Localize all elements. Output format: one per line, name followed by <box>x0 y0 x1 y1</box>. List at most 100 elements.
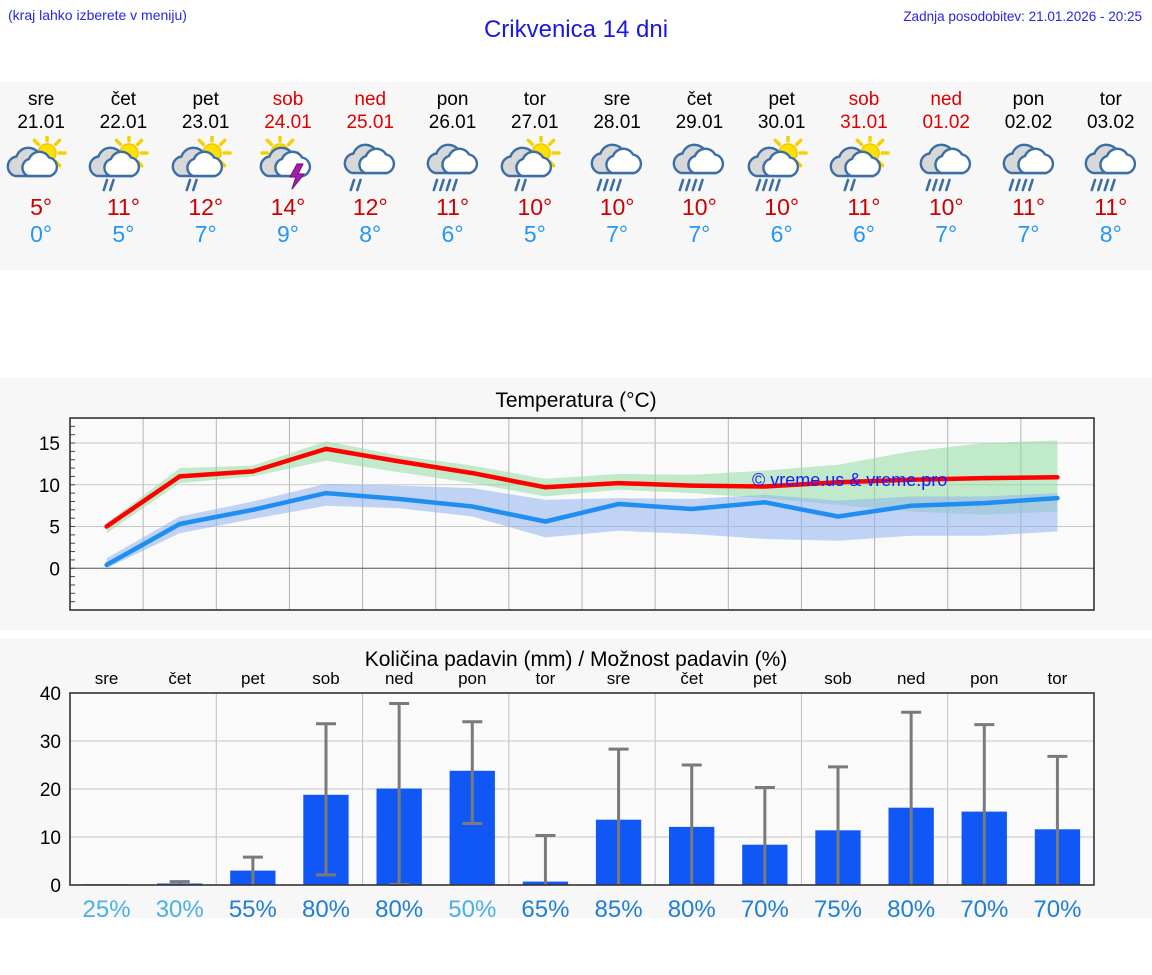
day-column-8[interactable]: čet 29.01 10° 7° <box>658 82 740 270</box>
precipitation-chart-panel: Količina padavin (mm) / Možnost padavin … <box>0 638 1152 918</box>
precipitation-probability-label: 75% <box>814 896 862 918</box>
day-name: pon <box>1012 89 1045 110</box>
day-column-4[interactable]: ned 25.01 12° 8° <box>329 82 411 270</box>
day-temp-min: 7° <box>935 221 958 247</box>
day-column-5[interactable]: pon 26.01 11° 6° <box>411 82 493 270</box>
day-date: 02.02 <box>1004 112 1053 133</box>
precipitation-chart-title: Količina padavin (mm) / Možnost padavin … <box>364 648 788 671</box>
sun-cloud-rain-icon <box>828 136 900 192</box>
day-name: sre <box>27 89 55 110</box>
last-updated-label: Zadnja posodobitev: 21.01.2026 - 20:25 <box>903 9 1142 24</box>
precipitation-probability-label: 50% <box>448 896 496 918</box>
day-column-1[interactable]: čet 22.01 11° 5° <box>82 82 164 270</box>
day-name: sob <box>848 89 880 110</box>
temp-y-tick: 10 <box>39 476 60 497</box>
day-temp-min: 7° <box>194 221 217 247</box>
day-column-9[interactable]: pet 30.01 10° 6° <box>741 82 823 270</box>
precipitation-probability-label: 30% <box>156 896 204 918</box>
precip-day-label: čet <box>680 669 703 688</box>
precipitation-probability-label: 70% <box>741 896 789 918</box>
precipitation-probability-label: 25% <box>83 896 131 918</box>
day-column-2[interactable]: pet 23.01 12° 7° <box>165 82 247 270</box>
day-temp-min: 5° <box>523 221 546 247</box>
precip-y-tick: 40 <box>40 684 61 705</box>
day-name: tor <box>1099 89 1122 110</box>
day-column-12[interactable]: pon 02.02 11° 7° <box>987 82 1069 270</box>
cloud-rain-heavy-icon <box>1075 136 1147 192</box>
day-temp-max: 12° <box>352 194 388 220</box>
day-date: 31.01 <box>840 112 888 133</box>
day-date: 29.01 <box>675 112 724 133</box>
precipitation-error-bar <box>535 834 556 885</box>
day-temp-min: 8° <box>1099 221 1122 247</box>
precipitation-plot: sre čet pet sob ned pon tor sre čet pet sob ned pon t… <box>40 669 1095 918</box>
day-name: pet <box>192 89 219 110</box>
precip-day-label: ned <box>897 669 925 688</box>
precip-day-label: tor <box>536 669 556 688</box>
precipitation-probability-label: 70% <box>1033 896 1081 918</box>
day-column-3[interactable]: sob 24.01 14° 9° <box>247 82 329 270</box>
sun-cloud-thunder-icon <box>252 136 324 192</box>
day-column-0[interactable]: sre 21.01 5° 0° <box>0 82 82 270</box>
cloud-rain-heavy-icon <box>663 136 735 192</box>
day-temp-max: 11° <box>436 194 470 220</box>
menu-hint: (kraj lahko izberete v meniju) <box>8 7 187 23</box>
day-temp-min: 7° <box>1017 221 1040 247</box>
precipitation-probability-label: 85% <box>595 896 643 918</box>
page-header: (kraj lahko izberete v meniju) Crikvenic… <box>0 0 1152 75</box>
temp-y-tick: 5 <box>49 518 60 539</box>
day-temp-min: 9° <box>276 221 299 247</box>
day-date: 23.01 <box>181 112 230 133</box>
precip-y-tick: 20 <box>40 780 61 801</box>
day-date: 21.01 <box>17 112 65 133</box>
cloud-rain-heavy-icon <box>993 136 1065 192</box>
day-temp-min: 0° <box>30 221 53 247</box>
temp-y-tick: 0 <box>49 559 60 580</box>
precipitation-error-bar <box>754 786 775 885</box>
precip-y-tick: 10 <box>40 828 61 849</box>
cloud-rain-heavy-icon <box>910 136 982 192</box>
day-name: sob <box>272 89 304 110</box>
day-name: čet <box>110 89 137 110</box>
precip-day-label: pet <box>753 669 777 688</box>
temp-y-tick: 15 <box>39 434 60 455</box>
page-title: Crikvenica 14 dni <box>483 16 669 43</box>
precipitation-error-bar <box>1047 754 1068 885</box>
precipitation-probability-label: 70% <box>960 896 1008 918</box>
day-date: 30.01 <box>757 112 806 133</box>
day-temp-max: 11° <box>1011 194 1046 220</box>
day-column-7[interactable]: sre 28.01 10° 7° <box>576 82 658 270</box>
precip-day-label: pon <box>970 669 998 688</box>
day-temp-max: 10° <box>599 194 635 220</box>
temperature-chart-panel: Temperatura (°C) 0 5 10 15 © vreme.us & vre… <box>0 378 1152 630</box>
day-column-13[interactable]: tor 03.02 11° 8° <box>1070 82 1152 270</box>
day-temp-min: 6° <box>441 221 464 247</box>
precip-day-label: sre <box>607 669 631 688</box>
precip-day-label: tor <box>1048 669 1068 688</box>
day-date: 26.01 <box>428 112 477 133</box>
temperature-plot: 0 5 10 15 <box>39 417 1095 611</box>
day-temp-max: 10° <box>928 194 964 220</box>
day-date: 27.01 <box>511 112 559 133</box>
day-column-6[interactable]: tor 27.01 10° 5° <box>494 82 576 270</box>
temperature-line <box>104 490 1060 568</box>
precip-day-label: pet <box>241 669 265 688</box>
precip-day-label: sob <box>824 669 851 688</box>
day-column-11[interactable]: ned 01.02 10° 7° <box>905 82 987 270</box>
day-temp-min: 6° <box>852 221 875 247</box>
day-temp-max: 10° <box>682 194 717 220</box>
day-column-10[interactable]: sob 31.01 11° 6° <box>823 82 905 270</box>
precipitation-error-bar <box>462 720 483 826</box>
precipitation-probability-label: 80% <box>668 896 716 918</box>
day-temp-max: 14° <box>270 194 306 220</box>
day-name: tor <box>523 89 546 110</box>
precip-day-label: pon <box>458 669 486 688</box>
sun-cloud-rain-icon <box>499 136 571 192</box>
precip-y-tick: 30 <box>40 732 61 753</box>
day-name: čet <box>686 89 713 110</box>
day-temp-max: 12° <box>188 194 224 220</box>
cloud-rain-heavy-icon <box>417 136 489 192</box>
day-temp-min: 6° <box>770 221 793 247</box>
cloud-rain-heavy-icon <box>581 136 653 192</box>
precip-day-label: sob <box>312 669 339 688</box>
